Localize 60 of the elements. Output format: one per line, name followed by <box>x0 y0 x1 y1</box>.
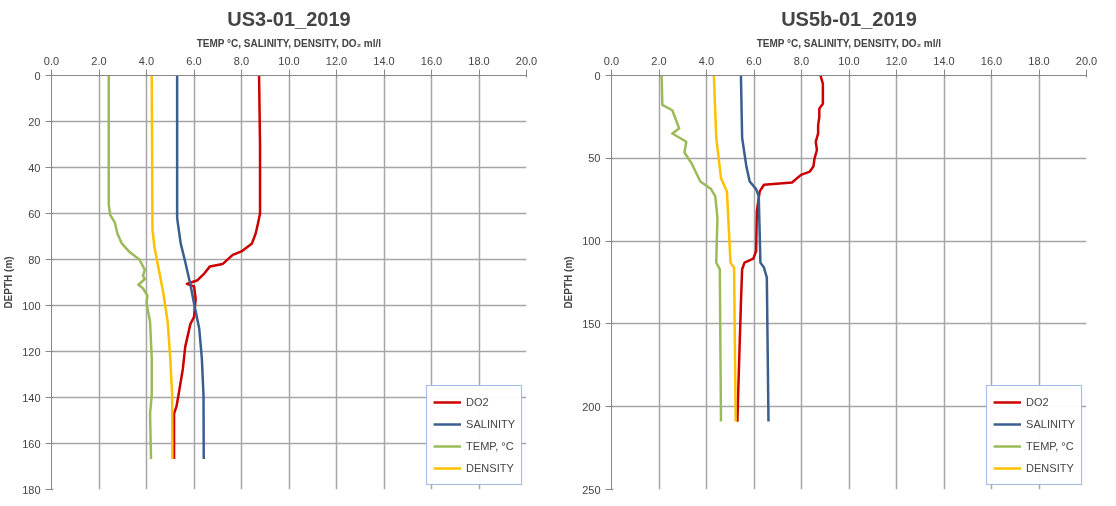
y-tick-label: 40 <box>28 161 41 174</box>
y-tick-label: 160 <box>22 437 41 450</box>
legend-label: DENSITY <box>466 462 514 474</box>
line-series <box>107 75 153 461</box>
x-tick-label: 2.0 <box>651 54 667 67</box>
x-tick-label: 20.0 <box>515 54 538 67</box>
y-tick-label: 0 <box>34 69 41 82</box>
x-tick-label: 20.0 <box>1075 54 1098 67</box>
x-tick-label: 14.0 <box>373 54 395 67</box>
x-tick-label: 12.0 <box>885 54 908 67</box>
y-tick-label: 60 <box>28 207 41 220</box>
y-tick-label: 180 <box>22 483 41 496</box>
x-tick-label: 0.0 <box>43 54 60 67</box>
y-tick-label: 20 <box>28 115 41 128</box>
x-tick-label: 8.0 <box>793 54 810 67</box>
x-tick-label: 2.0 <box>91 54 107 67</box>
x-tick-label: 8.0 <box>233 54 250 67</box>
legend-label: DO2 <box>1026 396 1049 408</box>
line-series <box>712 75 737 423</box>
y-axis-title: DEPTH (m) <box>3 256 15 309</box>
chart-title: US3-01_2019 <box>227 7 351 30</box>
line-series <box>736 75 825 423</box>
legend-label: DENSITY <box>1026 462 1074 474</box>
legend-label: SALINITY <box>1026 418 1075 430</box>
legend-label: SALINITY <box>466 418 515 430</box>
x-tick-label: 18.0 <box>468 54 490 67</box>
x-tick-label: 16.0 <box>980 54 1003 67</box>
y-tick-label: 120 <box>22 345 41 358</box>
line-series <box>175 75 205 461</box>
x-tick-label: 0.0 <box>603 54 620 67</box>
line-series <box>739 75 770 423</box>
y-tick-label: 50 <box>588 152 601 165</box>
x-tick-label: 16.0 <box>420 54 443 67</box>
x-tick-label: 6.0 <box>746 54 762 67</box>
x-tick-label: 18.0 <box>1028 54 1050 67</box>
x-tick-label: 12.0 <box>325 54 348 67</box>
line-series <box>172 75 262 461</box>
y-tick-label: 100 <box>582 235 601 248</box>
x-axis-title: TEMP °C, SALINITY, DENSITY, DO₂ ml/l <box>756 37 942 49</box>
y-tick-label: 200 <box>582 400 601 413</box>
chart-title: US5b-01_2019 <box>781 7 917 30</box>
y-axis-title: DEPTH (m) <box>563 256 575 309</box>
x-tick-label: 14.0 <box>933 54 955 67</box>
legend-label: TEMP, °C <box>1026 440 1074 452</box>
y-tick-label: 100 <box>22 299 41 312</box>
y-tick-label: 80 <box>28 253 41 266</box>
line-series <box>150 75 174 461</box>
x-tick-label: 6.0 <box>186 54 202 67</box>
x-tick-label: 4.0 <box>138 54 155 67</box>
legend-label: TEMP, °C <box>466 440 514 452</box>
line-series <box>660 75 723 423</box>
y-tick-label: 0 <box>594 69 601 82</box>
x-axis-title: TEMP °C, SALINITY, DENSITY, DO₂ ml/l <box>196 37 382 49</box>
legend-label: DO2 <box>466 396 489 408</box>
x-tick-label: 10.0 <box>278 54 300 67</box>
x-tick-label: 10.0 <box>838 54 860 67</box>
x-tick-label: 4.0 <box>698 54 715 67</box>
y-tick-label: 150 <box>582 317 601 330</box>
y-tick-label: 250 <box>582 483 601 496</box>
y-tick-label: 140 <box>22 391 41 404</box>
